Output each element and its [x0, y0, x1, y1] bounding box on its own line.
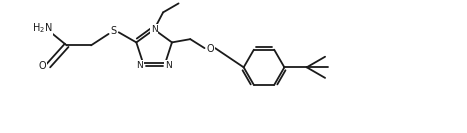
Text: O: O: [38, 61, 46, 71]
Text: N: N: [165, 61, 172, 70]
Text: H$_2$N: H$_2$N: [32, 21, 52, 35]
Text: N: N: [136, 61, 143, 70]
Text: N: N: [151, 25, 157, 34]
Text: O: O: [207, 44, 214, 54]
Text: S: S: [110, 26, 116, 36]
